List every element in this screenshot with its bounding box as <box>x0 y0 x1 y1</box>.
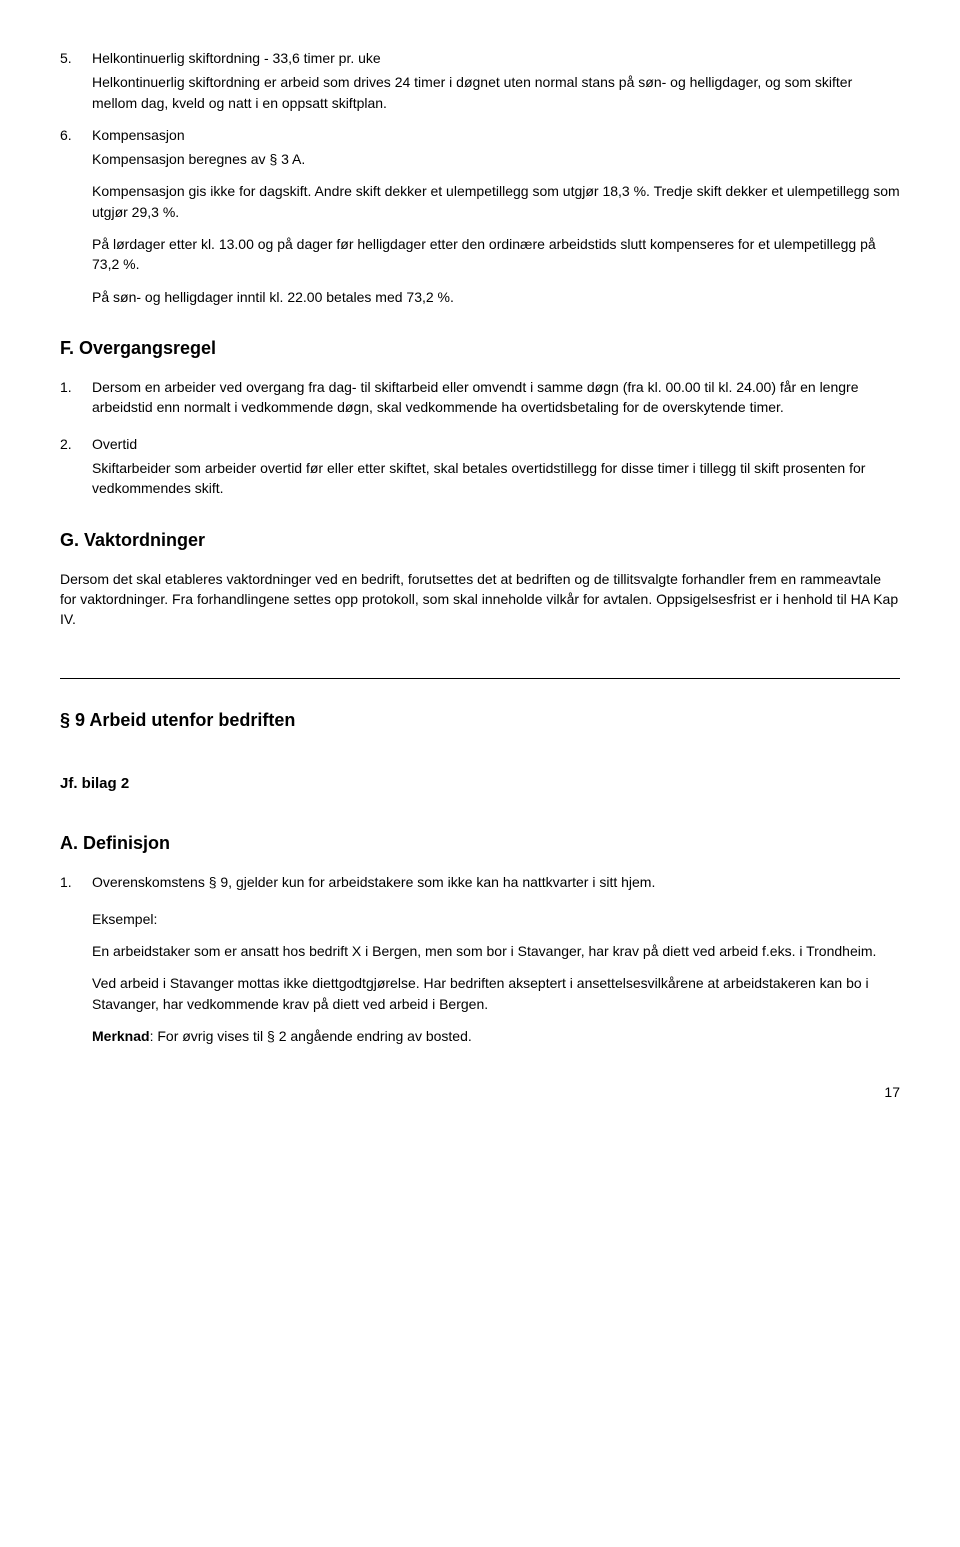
list-body: Overtid <box>92 434 900 454</box>
paragraph: Kompensasjon beregnes av § 3 A. <box>92 149 900 169</box>
list-item-a1: 1. Overenskomstens § 9, gjelder kun for … <box>60 872 900 904</box>
list-number: 1. <box>60 872 92 904</box>
paragraph: På lørdager etter kl. 13.00 og på dager … <box>92 234 900 275</box>
list-item-5: 5. Helkontinuerlig skiftordning - 33,6 t… <box>60 48 900 68</box>
subtitle-bilag: Jf. bilag 2 <box>60 773 900 795</box>
paragraph: Ved arbeid i Stavanger mottas ikke diett… <box>92 973 900 1014</box>
section-9-heading: § 9 Arbeid utenfor bedriften <box>60 707 900 733</box>
merknad-label: Merknad <box>92 1028 150 1044</box>
list-number: 1. <box>60 377 92 430</box>
merknad-text: : For øvrig vises til § 2 angående endri… <box>150 1028 472 1044</box>
list-number: 5. <box>60 48 92 68</box>
paragraph: Skiftarbeider som arbeider overtid før e… <box>92 458 900 499</box>
merknad-paragraph: Merknad: For øvrig vises til § 2 angåend… <box>92 1026 900 1046</box>
section-g-heading: G. Vaktordninger <box>60 527 900 553</box>
list-text: Dersom en arbeider ved overgang fra dag-… <box>92 377 900 418</box>
list-text: Overenskomstens § 9, gjelder kun for arb… <box>92 872 900 892</box>
paragraph: Kompensasjon gis ikke for dagskift. Andr… <box>92 181 900 222</box>
item-title: Kompensasjon <box>92 125 900 145</box>
section-f-heading: F. Overgangsregel <box>60 335 900 361</box>
list-item-f1: 1. Dersom en arbeider ved overgang fra d… <box>60 377 900 430</box>
list-item-6: 6. Kompensasjon <box>60 125 900 145</box>
list-body: Helkontinuerlig skiftordning - 33,6 time… <box>92 48 900 68</box>
item-title: Helkontinuerlig skiftordning - 33,6 time… <box>92 48 900 68</box>
list-item-f2: 2. Overtid <box>60 434 900 454</box>
paragraph: Dersom det skal etableres vaktordninger … <box>60 569 900 630</box>
paragraph: En arbeidstaker som er ansatt hos bedrif… <box>92 941 900 961</box>
paragraph: På søn- og helligdager inntil kl. 22.00 … <box>92 287 900 307</box>
list-number: 6. <box>60 125 92 145</box>
item-title: Overtid <box>92 434 900 454</box>
list-number: 2. <box>60 434 92 454</box>
section-a-def-heading: A. Definisjon <box>60 830 900 856</box>
divider <box>60 678 900 679</box>
eksempel-label: Eksempel: <box>92 909 900 929</box>
paragraph: Helkontinuerlig skiftordning er arbeid s… <box>92 72 900 113</box>
page-number: 17 <box>60 1082 900 1102</box>
list-body: Kompensasjon <box>92 125 900 145</box>
